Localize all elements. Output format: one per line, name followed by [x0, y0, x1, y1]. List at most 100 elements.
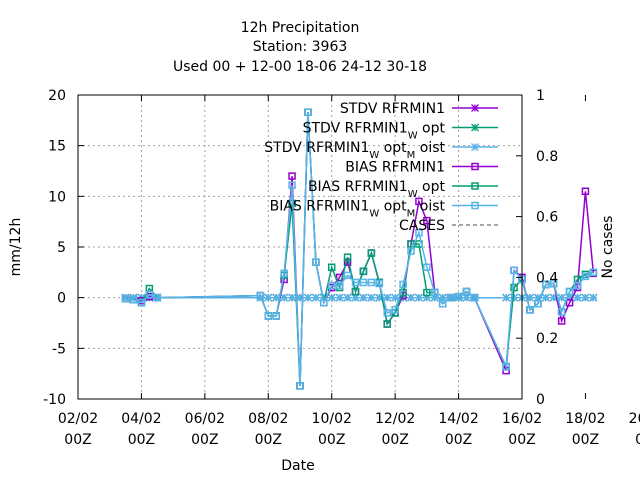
data-point-4: [359, 267, 368, 276]
data-point-5: [367, 278, 376, 287]
star-stroke: [471, 104, 479, 112]
data-point-2: [311, 293, 320, 302]
x-tick-label: 12/02: [375, 411, 415, 427]
x-tick-label: 00Z: [255, 432, 282, 448]
plot-area: [121, 108, 598, 390]
data-point-2: [335, 293, 344, 302]
star-stroke: [280, 293, 289, 302]
data-point-4: [351, 287, 360, 296]
y-tick-label: 5: [57, 240, 66, 256]
legend-label: STDV RFRMIN1: [340, 101, 445, 117]
y2-tick-label: 0.4: [536, 270, 558, 286]
data-point-2: [375, 293, 384, 302]
data-point-5: [557, 308, 566, 316]
data-point-3: [557, 317, 566, 325]
y2-tick-label: 0.8: [536, 149, 558, 165]
data-point-5: [129, 295, 138, 304]
data-point-5: [320, 298, 328, 307]
legend-marker: [471, 104, 479, 112]
y2-tick-label: 0.2: [536, 331, 558, 347]
data-point-5: [438, 299, 447, 308]
star-stroke: [541, 293, 550, 302]
data-point-5: [264, 312, 273, 320]
data-point-3: [565, 298, 574, 307]
star-stroke: [573, 293, 582, 302]
data-point-5: [502, 362, 510, 371]
data-point-2: [367, 293, 376, 302]
star-stroke: [589, 293, 598, 302]
data-point-5: [510, 266, 518, 275]
x-tick-label: 00Z: [508, 432, 535, 448]
data-point-5: [335, 281, 344, 290]
star-stroke: [343, 293, 352, 302]
data-point-2: [581, 293, 590, 302]
x-tick-label: 00Z: [64, 432, 91, 448]
data-point-5: [312, 258, 320, 266]
star-stroke: [327, 293, 336, 302]
data-point-5: [454, 292, 463, 301]
data-point-2: [280, 293, 289, 302]
data-point-5: [415, 229, 423, 237]
data-point-5: [304, 108, 312, 116]
star-stroke: [367, 293, 376, 302]
x-tick-label: 00Z: [191, 432, 218, 448]
star-stroke: [471, 143, 479, 151]
data-point-2: [407, 293, 415, 302]
x-tick-label: 16/02: [502, 411, 542, 427]
data-point-5: [399, 280, 407, 289]
data-point-5: [391, 306, 399, 314]
data-point-5: [153, 293, 162, 302]
x-tick-label: 14/02: [438, 411, 478, 427]
y2-axis-label: No cases: [600, 216, 616, 279]
title-line-1: 12h Precipitation: [241, 20, 360, 36]
data-point-5: [288, 181, 296, 189]
data-point-5: [462, 287, 471, 296]
data-point-2: [573, 293, 582, 302]
data-point-5: [549, 279, 558, 288]
star-stroke: [471, 123, 479, 132]
data-point-5: [573, 281, 582, 290]
y2-tick-label: 0.6: [536, 210, 558, 226]
data-point-5: [359, 278, 368, 287]
data-point-2: [343, 293, 352, 302]
star-stroke: [383, 293, 392, 302]
data-point-5: [272, 312, 280, 320]
y-axis-label: mm/12h: [8, 218, 24, 277]
data-point-2: [264, 293, 273, 302]
chart-title: 12h Precipitation Station: 3963 Used 00 …: [173, 20, 427, 75]
data-point-3: [288, 172, 296, 180]
data-point-4: [510, 283, 518, 292]
data-point-5: [296, 382, 304, 390]
star-stroke: [303, 293, 312, 302]
x-tick-label: 00Z: [635, 432, 640, 448]
data-point-5: [589, 268, 598, 277]
data-point-2: [502, 293, 511, 302]
y-tick-label: -5: [52, 341, 66, 357]
star-stroke: [311, 293, 320, 302]
x-tick-label: 00Z: [572, 432, 599, 448]
y2-tick-label: 1: [536, 88, 545, 104]
x-tick-label: 00Z: [445, 432, 472, 448]
data-point-4: [367, 249, 376, 257]
x-tick-label: 10/02: [312, 411, 352, 427]
x-tick-label: 04/02: [121, 411, 161, 427]
star-stroke: [414, 293, 423, 302]
legend-label: CASES: [399, 218, 445, 234]
star-stroke: [264, 293, 273, 302]
data-point-5: [280, 269, 288, 278]
x-tick-label: 06/02: [185, 411, 225, 427]
data-point-2: [414, 293, 423, 302]
data-point-3: [415, 197, 423, 206]
data-point-5: [343, 271, 352, 280]
x-tick-label: 00Z: [318, 432, 345, 448]
x-tick-label: 20/02: [629, 411, 640, 427]
star-stroke: [272, 293, 281, 302]
data-point-2: [557, 293, 566, 302]
axes: 02/02 00Z 04/02 00Z 06/02 00Z 08/02 00Z 10/02 00Z…: [43, 88, 640, 448]
legend-label: BIAS RFRMIN1W optM oist: [270, 199, 446, 220]
data-point-5: [375, 279, 384, 288]
data-point-2: [383, 293, 392, 302]
x-tick-label: 02/02: [58, 411, 98, 427]
